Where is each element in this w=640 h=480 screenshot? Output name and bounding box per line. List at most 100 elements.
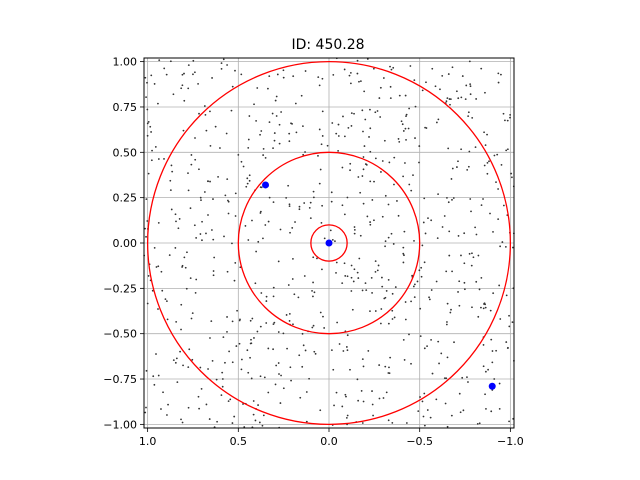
background-point [250,338,252,341]
background-point [251,219,253,222]
background-point [349,71,352,74]
background-point [174,247,177,249]
background-point [234,262,237,264]
background-point [226,330,228,333]
background-point [465,84,468,87]
background-point [469,198,472,200]
background-point [476,423,479,425]
background-point [187,406,190,409]
background-point [502,204,505,207]
background-point [323,327,326,329]
background-point [483,164,486,167]
background-point [160,270,163,273]
background-point [390,68,393,71]
background-point [153,247,156,249]
background-point [282,387,285,390]
background-point [312,295,314,298]
background-point [287,184,290,187]
background-points [143,57,515,429]
background-point [356,72,359,75]
background-point [413,283,416,286]
background-point [383,139,386,142]
background-point [187,64,190,67]
background-point [145,406,147,409]
background-point [505,294,508,297]
background-point [480,306,482,309]
background-point [389,65,391,68]
background-point [279,228,282,231]
background-point [374,157,377,160]
background-point [290,379,292,382]
background-point [436,237,439,240]
background-point [416,280,419,283]
background-point [418,269,421,272]
background-point [204,113,207,116]
background-point [431,372,434,375]
background-point [387,236,390,239]
background-point [480,277,483,279]
background-point [209,145,212,147]
background-point [184,266,187,269]
background-point [484,144,487,147]
background-point [418,145,421,147]
background-point [460,148,463,151]
background-point [168,254,171,257]
background-point [497,72,500,75]
background-point [361,358,364,361]
background-point [175,357,178,360]
background-point [361,289,364,292]
background-point [224,194,227,197]
background-point [389,85,392,88]
background-point [214,125,217,128]
chart-title: ID: 450.28 [291,37,364,53]
background-point [482,307,485,310]
background-point [439,88,441,91]
background-point [175,220,177,223]
background-point [379,116,382,118]
background-point [262,154,265,156]
background-point [404,301,407,303]
background-point [268,196,271,199]
background-point [463,232,466,235]
background-point [227,400,230,403]
background-point [417,410,420,413]
background-point [182,129,185,132]
background-point [458,280,461,283]
background-point [317,154,319,157]
background-point [493,378,496,380]
background-point [185,287,188,290]
background-point [394,286,397,288]
background-point [267,391,270,394]
background-point [365,289,368,292]
background-point [181,421,184,424]
background-point [511,321,514,324]
background-point [326,144,329,147]
background-point [341,282,344,285]
background-point [273,132,276,134]
background-point [240,368,243,371]
background-point [336,321,339,324]
circle-r-1 [146,60,512,426]
background-point [174,361,177,364]
background-point [236,309,238,312]
highlight-points [262,181,496,390]
background-point [447,73,450,75]
background-point [233,415,236,418]
background-point [175,320,178,323]
background-point [475,233,478,236]
background-point [495,349,498,352]
background-point [414,105,417,108]
background-point [428,296,430,299]
background-point [460,254,462,257]
background-point [419,335,422,337]
background-point [379,86,382,89]
background-point [174,213,177,216]
background-point [231,242,233,245]
background-point [500,73,502,76]
background-point [289,366,292,369]
background-point [272,286,275,289]
background-point [475,280,478,283]
background-point [282,332,285,335]
background-point [392,243,395,245]
